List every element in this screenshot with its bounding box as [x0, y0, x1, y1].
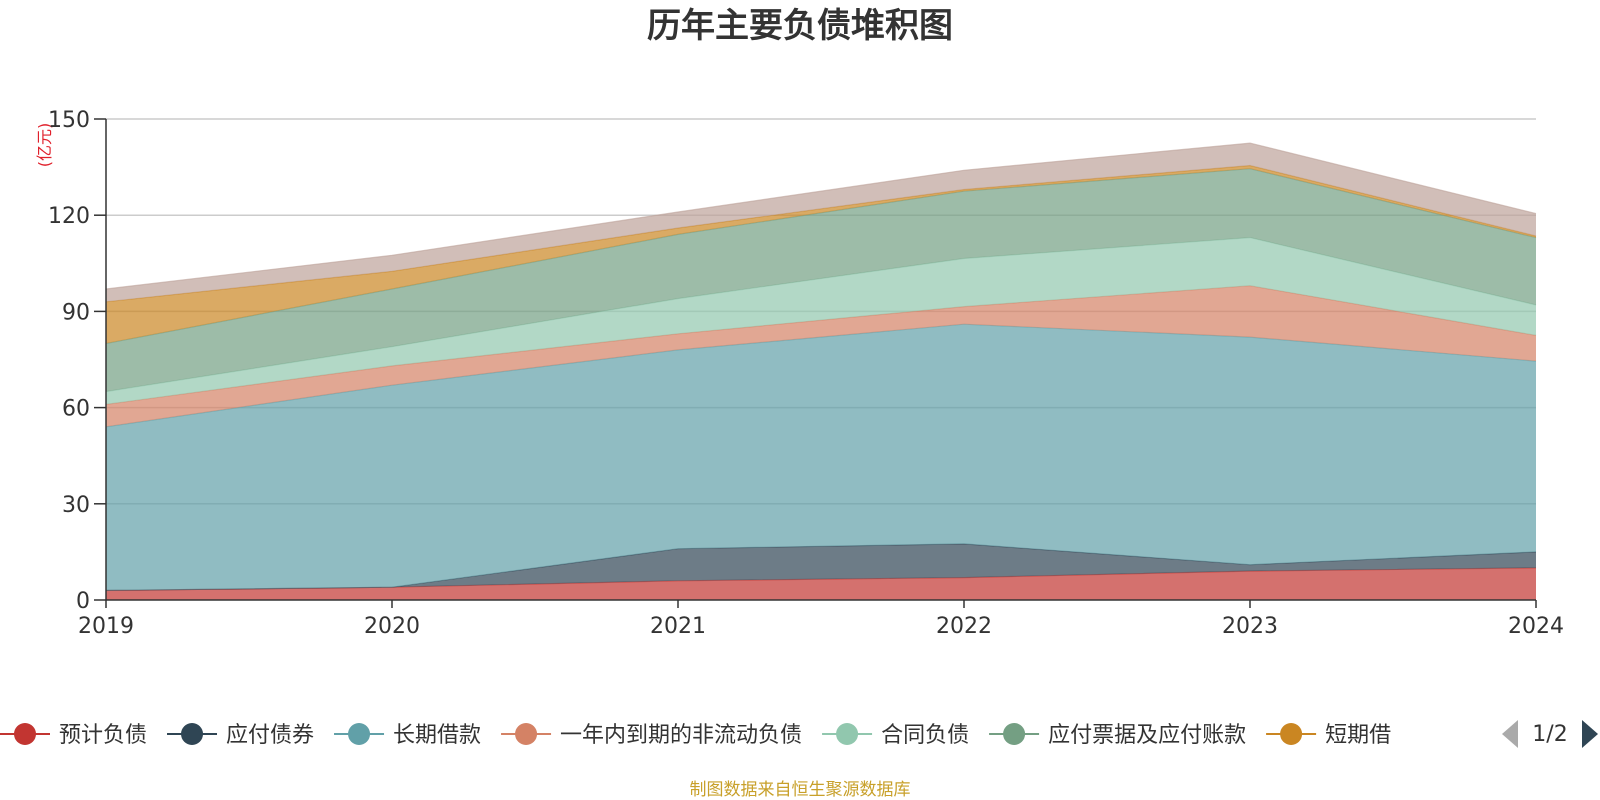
area-series-3[interactable] — [106, 285, 1536, 427]
y-tick-label: 30 — [62, 493, 90, 518]
x-tick-label: 2021 — [650, 614, 706, 639]
area-series-line-5 — [105, 168, 1537, 345]
legend-symbol-icon — [348, 723, 371, 745]
x-tick-label: 2022 — [936, 614, 992, 639]
area-series — [105, 142, 1537, 600]
y-axis-ticks: 0 30 60 90 120 150 — [48, 108, 106, 614]
legend-label: 应付债券 — [226, 723, 314, 748]
legend-label: 长期借款 — [393, 723, 481, 748]
legend-item[interactable]: 应付债券 — [167, 723, 314, 748]
legend-prev-icon[interactable] — [1502, 720, 1518, 748]
legend-item[interactable]: 长期借款 — [334, 723, 481, 748]
legend-symbol-icon — [1280, 723, 1303, 745]
y-tick-label: 120 — [48, 204, 90, 229]
x-tick-label: 2019 — [78, 614, 134, 639]
area-series-2[interactable] — [106, 324, 1536, 591]
legend-symbol-icon — [1003, 723, 1026, 745]
legend-next-icon[interactable] — [1582, 720, 1598, 748]
y-tick-label: 60 — [62, 397, 90, 422]
area-series-5[interactable] — [106, 168, 1536, 392]
x-tick-label: 2024 — [1508, 614, 1564, 639]
area-series-line-7 — [105, 142, 1537, 290]
legend-symbol-icon — [181, 723, 204, 745]
legend-label: 短期借 — [1325, 723, 1391, 748]
legend-symbol-icon — [515, 723, 538, 745]
chart-title: 历年主要负债堆积图 — [647, 6, 953, 46]
legend: 预计负债 应付债券 长期借款 一年内到期的非流动负债 合同负债 应付票据及应付账款 短期借 — [0, 723, 1391, 748]
y-axis-unit: (亿元) — [35, 123, 54, 168]
area-series-0[interactable] — [106, 567, 1536, 600]
axes — [105, 119, 1536, 601]
legend-symbol-icon — [836, 723, 859, 745]
legend-label: 预计负债 — [59, 723, 147, 748]
legend-item[interactable]: 一年内到期的非流动负债 — [501, 723, 802, 748]
area-series-1[interactable] — [106, 543, 1536, 591]
area-series-4[interactable] — [106, 237, 1536, 405]
legend-pager: 1/2 — [1502, 720, 1598, 748]
legend-symbol-icon — [14, 723, 36, 745]
data-source-note: 制图数据来自恒生聚源数据库 — [690, 780, 911, 800]
y-tick-label: 0 — [76, 589, 90, 614]
y-tick-label: 150 — [48, 108, 90, 133]
legend-item[interactable]: 预计负债 — [0, 723, 147, 748]
legend-page-indicator: 1/2 — [1532, 722, 1567, 747]
legend-item[interactable]: 短期借 — [1266, 723, 1391, 748]
area-series-7[interactable] — [106, 143, 1536, 302]
legend-label: 合同负债 — [881, 723, 969, 748]
x-tick-label: 2020 — [364, 614, 420, 639]
x-tick-label: 2023 — [1222, 614, 1278, 639]
legend-label: 应付票据及应付账款 — [1048, 723, 1246, 748]
y-tick-label: 90 — [62, 300, 90, 325]
legend-item[interactable]: 应付票据及应付账款 — [989, 723, 1246, 748]
legend-item[interactable]: 合同负债 — [822, 723, 969, 748]
legend-label: 一年内到期的非流动负债 — [560, 723, 802, 748]
x-axis-ticks: 2019 2020 2021 2022 2023 2024 — [78, 600, 1564, 639]
